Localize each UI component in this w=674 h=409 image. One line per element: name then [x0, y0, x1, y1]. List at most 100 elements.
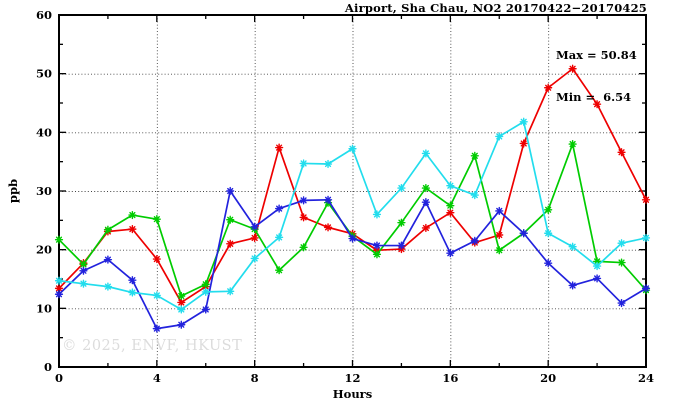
data-point-red — [421, 223, 430, 233]
data-point-green — [372, 250, 382, 259]
data-point-red — [544, 83, 553, 92]
data-point-blue — [495, 206, 504, 216]
data-point-blue — [470, 236, 479, 245]
data-point-cyan — [519, 117, 528, 126]
data-point-blue — [617, 298, 626, 308]
data-point-green — [201, 280, 210, 289]
data-point-green — [54, 235, 64, 244]
tick-labels: 0 4 8 12 16 20 24 0 10 20 30 40 50 60 — [36, 8, 654, 385]
data-point-blue — [372, 241, 382, 250]
data-point-blue — [323, 195, 333, 204]
series-red — [54, 64, 651, 307]
data-point-green — [544, 205, 553, 214]
data-point-cyan — [446, 181, 455, 190]
y-axis-label: ppb — [6, 178, 20, 204]
data-point-blue — [519, 229, 528, 238]
data-point-cyan — [201, 287, 210, 297]
chart-title: Airport, Sha Chau, NO2 20170422−20170425 — [344, 1, 647, 15]
x-tick-label: 16 — [442, 371, 458, 385]
data-point-red — [568, 64, 577, 73]
data-point-red — [446, 208, 455, 217]
data-point-blue — [299, 196, 308, 205]
x-tick-label: 24 — [638, 371, 654, 385]
data-point-blue — [544, 259, 553, 268]
series-blue — [54, 186, 651, 333]
data-point-blue — [226, 186, 235, 196]
min-annotation: Min = 6.54 — [556, 90, 632, 104]
data-point-red — [617, 148, 626, 157]
x-tick-label: 12 — [344, 371, 360, 385]
data-point-cyan — [103, 282, 113, 291]
data-point-cyan — [323, 159, 333, 169]
data-point-cyan — [495, 132, 504, 141]
data-point-cyan — [617, 239, 626, 248]
data-point-cyan — [54, 276, 64, 285]
data-point-blue — [128, 276, 137, 285]
data-point-red — [152, 254, 161, 264]
x-tick-label: 0 — [55, 371, 63, 385]
data-point-red — [128, 225, 137, 234]
data-point-blue — [397, 241, 406, 250]
data-point-red — [495, 230, 504, 240]
data-point-green — [397, 218, 406, 227]
data-point-blue — [421, 198, 430, 207]
data-point-red — [177, 298, 186, 307]
data-point-green — [617, 258, 626, 267]
y-tick-label: 10 — [36, 301, 52, 315]
data-point-cyan — [592, 261, 602, 271]
series-green — [54, 139, 651, 301]
data-point-blue — [54, 290, 64, 299]
data-point-blue — [103, 255, 113, 264]
data-point-red — [275, 143, 284, 152]
data-point-cyan — [544, 229, 553, 238]
data-point-green — [226, 215, 235, 224]
data-point-cyan — [152, 291, 161, 300]
data-point-cyan — [372, 210, 382, 219]
data-point-blue — [177, 320, 186, 329]
data-point-red — [323, 223, 333, 232]
data-point-red — [592, 100, 602, 109]
data-point-cyan — [470, 191, 479, 200]
data-point-blue — [201, 305, 210, 314]
max-annotation: Max = 50.84 — [556, 48, 637, 62]
data-point-red — [226, 239, 235, 248]
data-point-blue — [592, 274, 602, 283]
data-point-green — [446, 201, 455, 210]
series-line-blue — [58, 190, 647, 330]
data-point-red — [54, 284, 64, 293]
y-tick-label: 20 — [36, 243, 52, 257]
y-tick-label: 40 — [36, 125, 52, 139]
data-point-green — [495, 246, 504, 255]
data-point-red — [250, 233, 259, 243]
data-point-blue — [446, 249, 455, 258]
data-point-cyan — [79, 279, 88, 288]
data-point-green — [421, 183, 430, 193]
data-point-green — [299, 243, 308, 252]
data-point-red — [641, 195, 651, 204]
data-point-red — [519, 139, 528, 148]
x-tick-label: 8 — [251, 371, 259, 385]
data-point-blue — [275, 204, 284, 213]
x-tick-label: 20 — [540, 371, 556, 385]
maxmin-annotation: Max = 50.84 Min = 6.54 — [556, 20, 637, 132]
data-point-green — [177, 291, 186, 301]
data-point-green — [152, 215, 161, 224]
x-tick-label: 4 — [153, 371, 161, 385]
series-cyan — [54, 117, 651, 314]
data-point-cyan — [641, 233, 651, 243]
data-point-green — [79, 260, 88, 269]
watermark: © 2025, ENVF, HKUST — [62, 338, 243, 354]
data-point-green — [103, 225, 113, 234]
data-point-blue — [641, 284, 651, 293]
data-point-cyan — [275, 233, 284, 242]
data-point-green — [275, 266, 284, 275]
data-point-blue — [250, 222, 259, 231]
data-point-green — [128, 210, 137, 220]
data-point-green — [568, 139, 577, 149]
data-point-blue — [348, 234, 357, 243]
data-point-cyan — [177, 305, 186, 314]
data-point-cyan — [568, 242, 577, 251]
x-axis-label: Hours — [332, 387, 373, 401]
